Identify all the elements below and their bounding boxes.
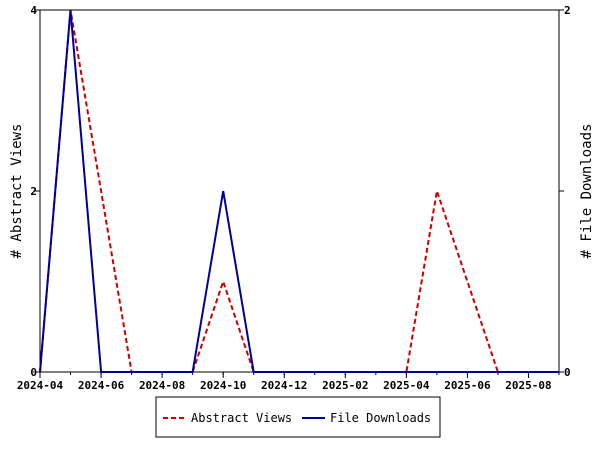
series-group — [39, 9, 559, 373]
y-axis-left-title: # Abstract Views — [9, 124, 25, 259]
legend-label-file-downloads: File Downloads — [330, 411, 431, 425]
legend: Abstract Views File Downloads — [155, 396, 441, 438]
y-axis-right: 02 — [559, 4, 571, 379]
legend-box — [155, 396, 441, 438]
x-tick-label: 2025-08 — [505, 379, 551, 392]
y-left-tick-label: 4 — [30, 4, 37, 17]
x-tick-label: 2025-04 — [383, 379, 430, 392]
series-line-file-downloads — [39, 9, 559, 373]
x-tick-label: 2025-06 — [444, 379, 491, 392]
y-left-tick-label: 0 — [30, 366, 37, 379]
x-tick-label: 2024-04 — [17, 379, 64, 392]
y-left-tick-label: 2 — [30, 185, 37, 198]
x-axis: 2024-04 2024-06 2024-08 2024-10 2024-12 2025-… — [17, 372, 560, 392]
legend-label-abstract-views: Abstract Views — [191, 411, 292, 425]
y-right-tick-label: 0 — [564, 366, 571, 379]
y-axis-right-title: # File Downloads — [579, 124, 595, 259]
x-tick-label: 2024-06 — [78, 379, 125, 392]
x-tick-label: 2024-08 — [139, 379, 185, 392]
plot-area — [39, 9, 560, 373]
x-tick-label: 2024-10 — [200, 379, 246, 392]
x-tick-label: 2025-02 — [322, 379, 368, 392]
x-tick-label: 2024-12 — [261, 379, 307, 392]
y-axis-left: 0 2 4 — [30, 4, 40, 379]
y-right-tick-label: 2 — [564, 4, 571, 17]
